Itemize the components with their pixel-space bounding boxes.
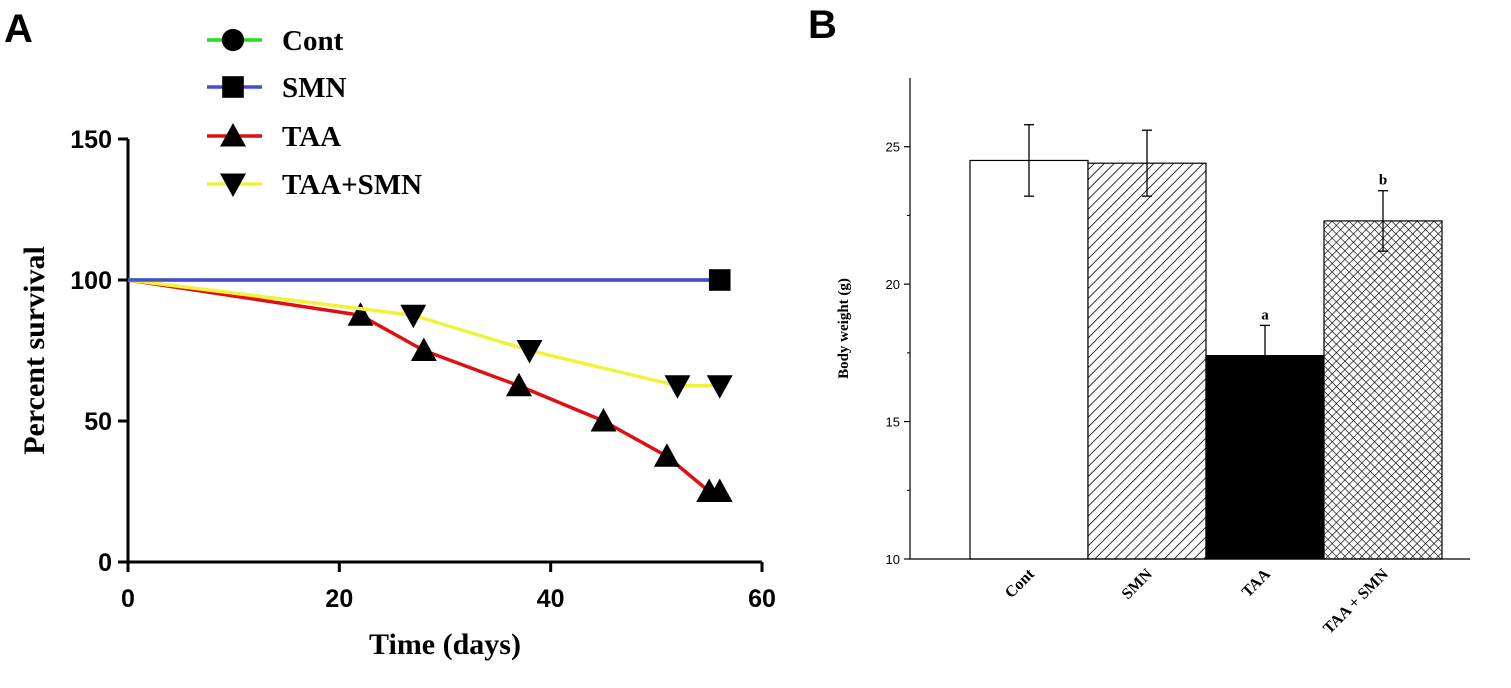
y-tick-label: 0 <box>98 549 112 577</box>
data-point-taa-smn <box>400 304 427 329</box>
bar-smn <box>1087 162 1207 560</box>
x-tick-label: 60 <box>748 585 776 613</box>
data-point-taa <box>347 302 374 326</box>
bar-taa <box>1205 355 1325 560</box>
data-point-taa <box>653 443 680 467</box>
x-tick-label: 20 <box>325 585 353 613</box>
y-tick-label-b: 15 <box>886 415 900 430</box>
legend-label-taa: TAA <box>282 121 341 153</box>
x-tick-label: 40 <box>537 585 565 613</box>
legend-marker-taa <box>220 123 246 147</box>
legend-label-taa-smn: TAA+SMN <box>282 169 422 201</box>
legend-label-cont: Cont <box>282 25 344 57</box>
y-tick-label: 50 <box>84 408 112 436</box>
series-a <box>127 269 733 502</box>
category-label-taa: TAA <box>1239 565 1274 600</box>
y-tick-label-b: 20 <box>886 277 900 292</box>
panel-b: B Cont SMN a TAA b TAA + SMN 10 15 20 25 Body we… <box>808 3 1470 638</box>
legend-label-smn: SMN <box>282 72 347 104</box>
y-tick-label-b: 10 <box>886 552 900 567</box>
data-point-taa <box>410 337 437 361</box>
y-tick-label: 150 <box>70 126 112 154</box>
data-point-taa-smn <box>516 340 543 364</box>
panel-a: A Cont SMN TAA TAA+SMN 0 50 100 150 0 20 40 60 Tim… <box>4 7 776 661</box>
x-axis-label: Time (days) <box>369 628 521 661</box>
y-axis-label-b: Body weight (g) <box>836 278 852 379</box>
significance-label-taa: a <box>1261 307 1269 323</box>
y-tick-label: 100 <box>70 267 112 295</box>
significance-label-taa-smn: b <box>1379 173 1387 189</box>
data-point-taa <box>506 372 532 397</box>
series-line-taa <box>127 278 720 494</box>
category-label-cont: Cont <box>1002 565 1038 601</box>
x-tick-label: 0 <box>121 585 135 613</box>
y-tick-label-b: 25 <box>886 140 900 155</box>
series-line-taa-smn <box>127 278 720 388</box>
bar-cont <box>969 159 1089 560</box>
bars-b: Cont SMN a TAA b TAA + SMN <box>969 124 1443 638</box>
legend-marker-cont <box>221 28 245 52</box>
data-point-taa <box>706 478 733 502</box>
bar-taa-smn <box>1323 220 1443 560</box>
axes-a: 0 50 100 150 0 20 40 60 <box>70 126 776 613</box>
panel-b-letter: B <box>808 3 837 47</box>
legend-marker-taa-smn <box>220 173 246 197</box>
legend: Cont SMN TAA TAA+SMN <box>207 25 422 201</box>
panel-a-letter: A <box>4 7 33 51</box>
legend-marker-smn <box>222 76 244 98</box>
category-label-smn: SMN <box>1119 565 1156 602</box>
data-point-taa <box>590 408 617 432</box>
data-point-taa-smn <box>664 375 691 399</box>
category-label-taa-smn: TAA + SMN <box>1320 565 1392 637</box>
data-point-smn <box>708 269 731 291</box>
axes-b: 10 15 20 25 <box>886 78 1470 567</box>
data-point-taa-smn <box>706 375 733 399</box>
y-axis-label: Percent survival <box>18 246 51 455</box>
